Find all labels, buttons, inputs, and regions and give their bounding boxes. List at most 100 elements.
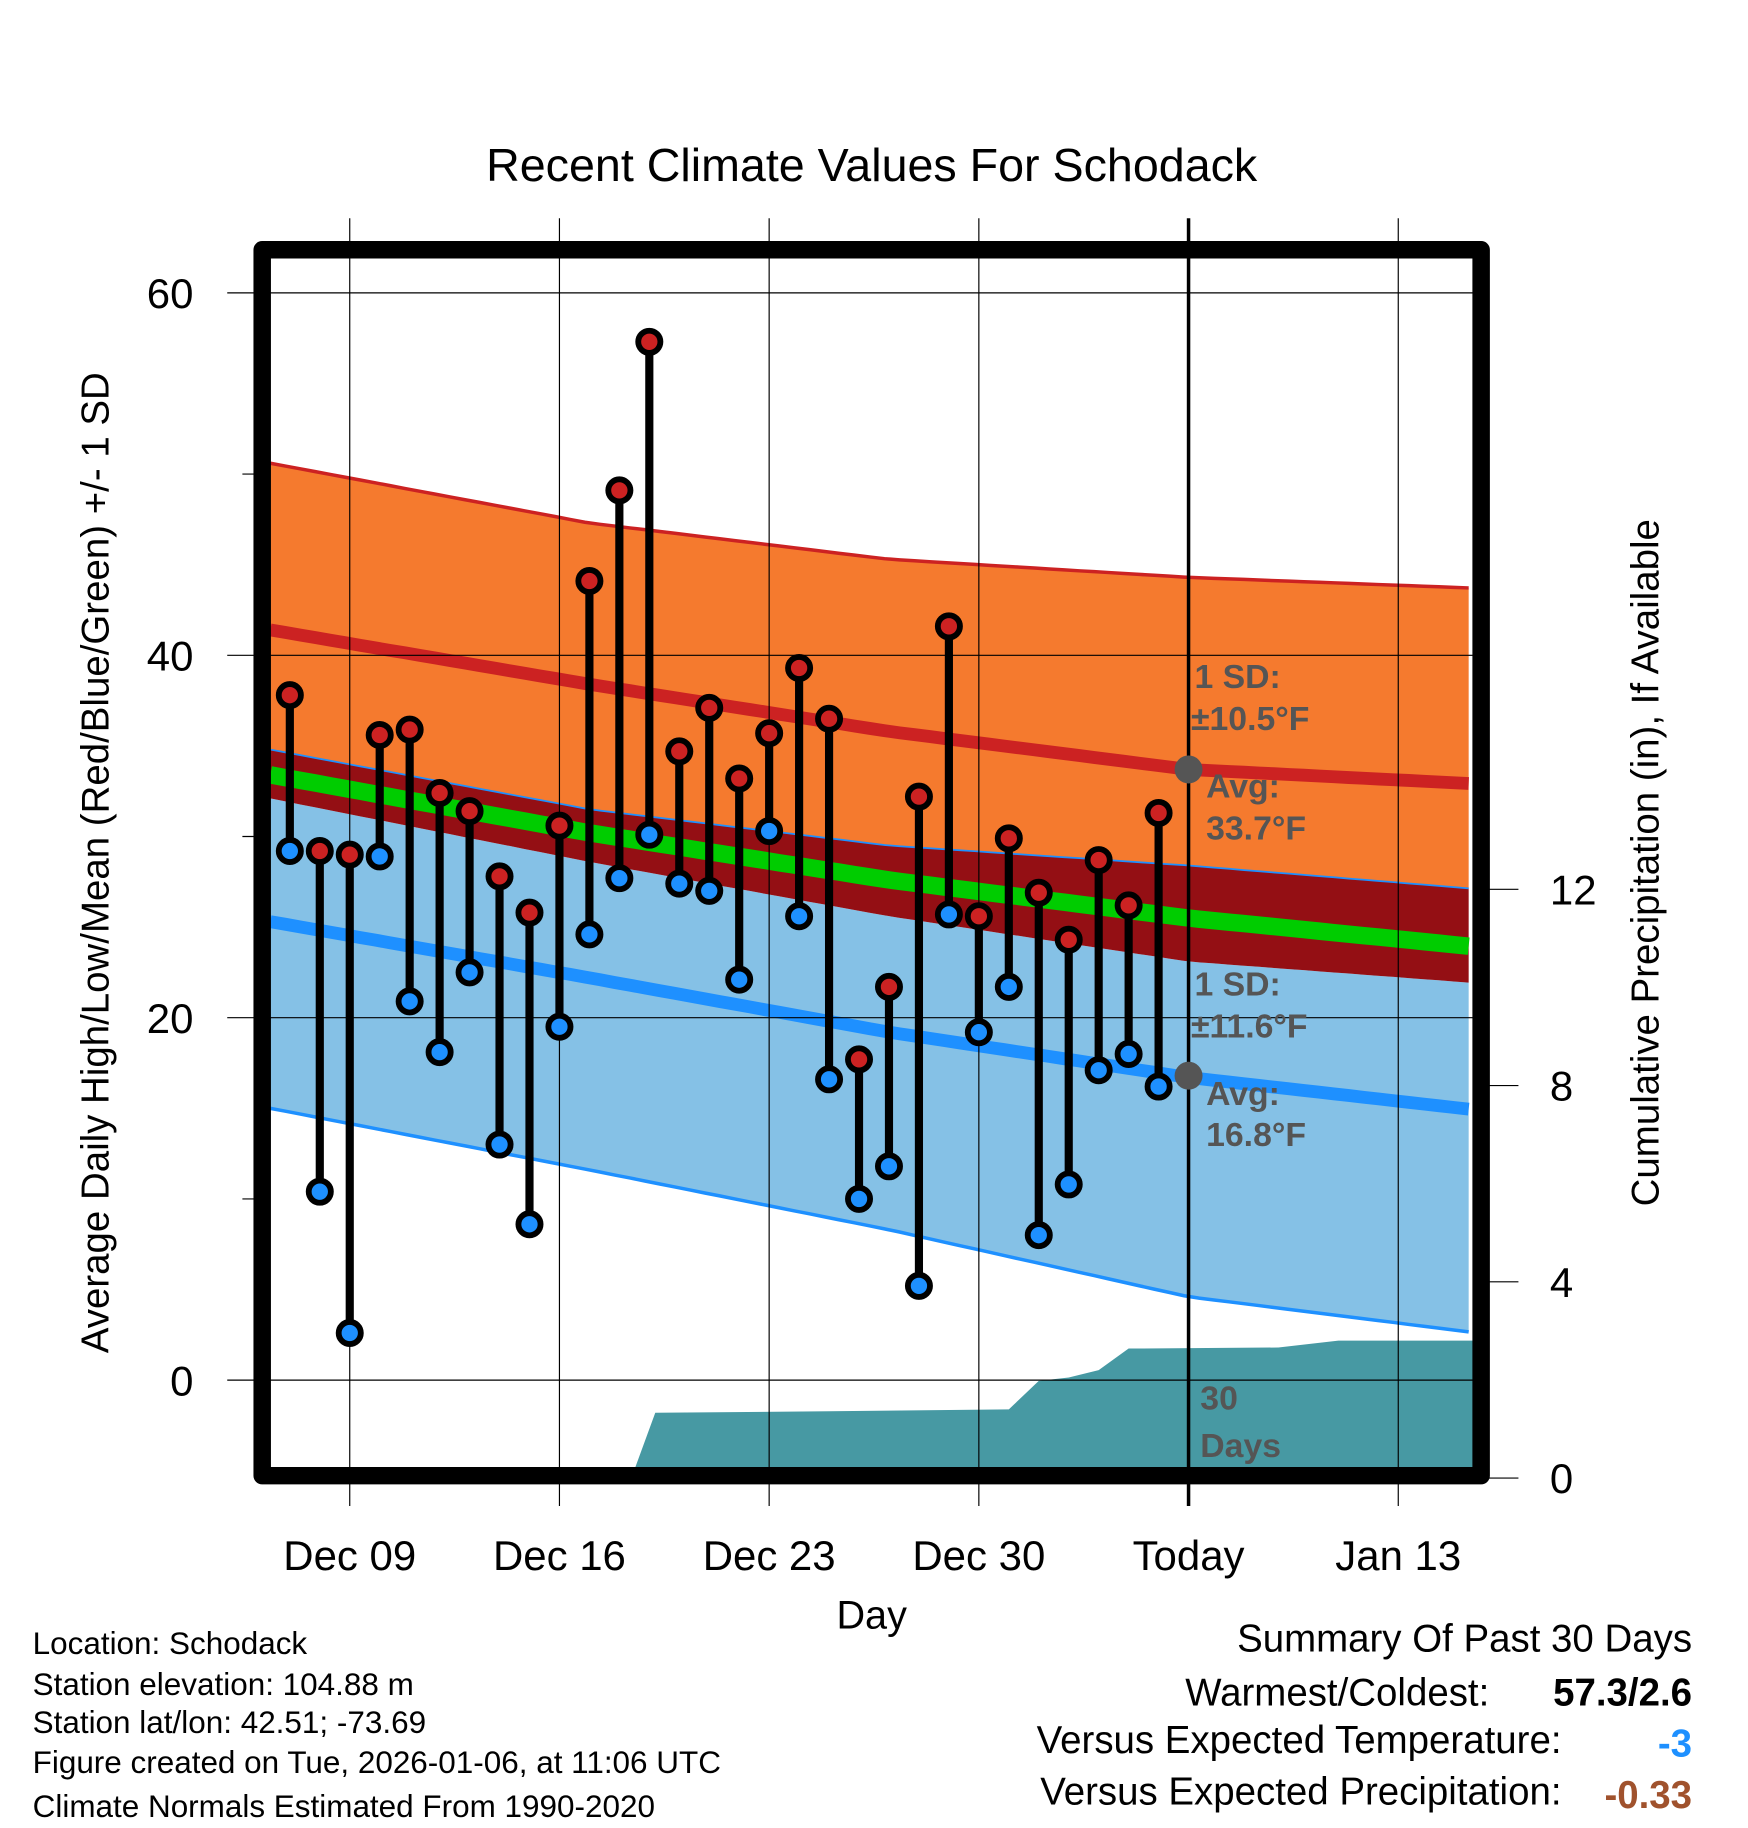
warm-cold-label: Warmest/Coldest: [1185, 1671, 1489, 1714]
daily-low-point [515, 1210, 544, 1239]
y-tick-label: 0 [170, 1357, 193, 1404]
daily-low-point [785, 902, 814, 931]
daily-low-point [335, 1319, 364, 1348]
precip-label: Versus Expected Precipitation: [1040, 1770, 1561, 1813]
y-tick-label: 60 [147, 270, 194, 317]
info-elevation: Station elevation: 104.88 m [33, 1667, 414, 1702]
daily-high-point [1054, 925, 1083, 954]
daily-high-point [904, 782, 933, 811]
chart-title: Recent Climate Values For Schodack [486, 139, 1258, 191]
summary-title: Summary Of Past 30 Days [1237, 1618, 1692, 1661]
high-minus-sd-line [270, 748, 1469, 890]
daily-low-point [605, 864, 634, 893]
period-number: 30 [1200, 1379, 1238, 1417]
daily-low-point [1114, 1039, 1143, 1068]
daily-high-point [365, 721, 394, 750]
daily-high-point [695, 693, 724, 722]
precip-value: -0.33 [1604, 1774, 1692, 1817]
precip-area [631, 1340, 1478, 1479]
daily-high-point [395, 715, 424, 744]
high-plus-sd-line [270, 461, 1469, 590]
daily-high-point [515, 898, 544, 927]
y-tick-label: 40 [147, 632, 194, 679]
warm-cold-value: 57.3/2.6 [1553, 1671, 1692, 1714]
low-avg-value: 16.8°F [1206, 1116, 1306, 1154]
high-sd-value: ±10.5°F [1191, 700, 1309, 738]
x-tick-label: Today [1133, 1532, 1245, 1579]
daily-high-point [455, 797, 484, 826]
daily-low-point [964, 1018, 993, 1047]
daily-low-point [1024, 1221, 1053, 1250]
daily-high-point [964, 902, 993, 931]
daily-low-point [1054, 1170, 1083, 1199]
y2-tick-label: 12 [1550, 866, 1597, 913]
daily-high-point [545, 811, 574, 840]
y2-tick-label: 0 [1550, 1455, 1573, 1502]
daily-high-point [425, 779, 454, 807]
daily-low-point [904, 1271, 933, 1300]
daily-high-point [1144, 798, 1173, 827]
daily-high-point [485, 862, 514, 891]
info-latlon: Station lat/lon: 42.51; -73.69 [33, 1705, 426, 1740]
info-created: Figure created on Tue, 2026-01-06, at 11… [33, 1745, 721, 1780]
daily-low-point [275, 837, 304, 865]
daily-high-point [1114, 891, 1143, 920]
station-info: Location: Schodack Station elevation: 10… [33, 1626, 721, 1824]
x-tick-label: Dec 16 [493, 1532, 626, 1579]
y2-tick-label: 8 [1550, 1063, 1573, 1110]
daily-high-point [335, 840, 364, 869]
daily-high-point [725, 764, 754, 793]
daily-low-point [695, 876, 724, 905]
info-location: Location: Schodack [33, 1626, 308, 1661]
daily-low-point [425, 1038, 454, 1067]
daily-low-point [845, 1184, 874, 1213]
daily-high-point [305, 837, 334, 865]
daily-low-point [395, 987, 424, 1016]
x-tick-label: Jan 13 [1335, 1532, 1461, 1579]
daily-low-point [1144, 1072, 1173, 1101]
daily-low-point [365, 842, 394, 871]
daily-low-point [874, 1152, 903, 1181]
x-tick-label: Dec 30 [912, 1532, 1045, 1579]
y-axis-label: Average Daily High/Low/Mean (Red/Blue/Gr… [74, 372, 117, 1353]
high-sd-label: 1 SD: [1194, 658, 1280, 696]
daily-low-point [575, 920, 604, 949]
x-tick-label: Dec 09 [283, 1532, 416, 1579]
low-avg-label: Avg: [1206, 1075, 1280, 1113]
daily-high-point [1024, 878, 1053, 907]
daily-low-point [485, 1130, 514, 1159]
temp-label: Versus Expected Temperature: [1037, 1719, 1562, 1762]
daily-high-point [994, 824, 1023, 853]
high-sd-band [270, 463, 1469, 889]
x-axis-label: Day [836, 1593, 907, 1637]
daily-high-point [275, 681, 304, 710]
x-tick-label: Dec 23 [703, 1532, 836, 1579]
daily-high-point [1084, 846, 1113, 875]
plot-area: Dec 09 Dec 16 Dec 23 Dec 30 Today Jan 1302040… [147, 218, 1597, 1579]
info-normals: Climate Normals Estimated From 1990-2020 [33, 1789, 655, 1824]
daily-high-point [605, 476, 634, 505]
summary: Summary Of Past 30 Days Warmest/Coldest:… [1037, 1618, 1692, 1817]
daily-low-point [665, 869, 694, 898]
y-tick-label: 20 [147, 995, 194, 1042]
daily-high-point [755, 719, 784, 748]
daily-low-point [635, 820, 664, 849]
low-minus-sd-line [270, 1106, 1469, 1334]
daily-high-point [665, 737, 694, 766]
daily-low-point [994, 972, 1023, 1001]
y2-tick-label: 4 [1550, 1259, 1573, 1306]
daily-high-point [815, 704, 844, 733]
y2-axis-label: Cumulative Precipitation (in), If Availa… [1624, 519, 1667, 1206]
daily-high-point [575, 567, 604, 595]
low-sd-label: 1 SD: [1194, 966, 1280, 1004]
daily-low-point [934, 900, 963, 929]
plot-frame [253, 241, 1490, 1485]
daily-high-point [785, 653, 814, 682]
daily-low-point [305, 1177, 334, 1206]
today-high-avg-marker [1174, 755, 1203, 784]
today-low-avg-marker [1174, 1061, 1203, 1090]
low-sd-value: ±11.6°F [1191, 1008, 1308, 1046]
high-avg-label: Avg: [1206, 767, 1280, 805]
daily-low-point [725, 965, 754, 994]
daily-low-point [545, 1012, 574, 1041]
